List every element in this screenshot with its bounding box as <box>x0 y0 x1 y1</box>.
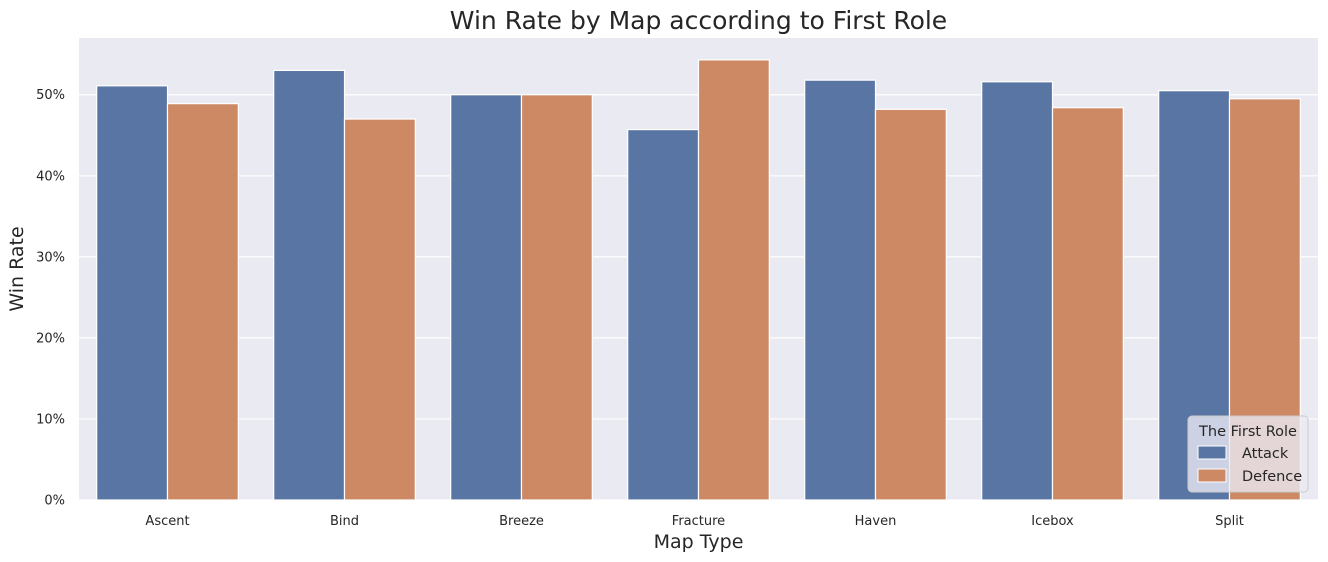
y-tick-label: 0% <box>44 494 65 509</box>
legend-title: The First Role <box>1198 424 1297 440</box>
y-tick-label: 40% <box>36 169 65 184</box>
legend-label-attack: Attack <box>1242 446 1289 462</box>
bar-attack-breeze <box>450 94 523 501</box>
bar-defence-icebox <box>1051 107 1124 501</box>
x-tick-label: Breeze <box>499 514 544 529</box>
y-tick-label: 10% <box>36 412 65 427</box>
x-tick-label: Fracture <box>672 514 725 529</box>
bar-defence-haven <box>874 108 947 501</box>
y-tick-labels: 0% 10% 20% 30% 40% 50% <box>36 88 65 508</box>
y-tick-label: 20% <box>36 331 65 346</box>
x-tick-label: Haven <box>855 514 897 529</box>
bar-attack-ascent <box>96 85 169 501</box>
bars <box>96 59 1301 501</box>
bar-attack-haven <box>804 79 877 501</box>
x-tick-label: Bind <box>330 514 359 529</box>
legend-label-defence: Defence <box>1242 469 1302 485</box>
x-axis-title: Map Type <box>654 531 744 553</box>
chart-title: Win Rate by Map according to First Role <box>450 6 947 35</box>
bar-defence-bind <box>343 118 416 501</box>
bar-attack-bind <box>273 69 346 501</box>
y-tick-label: 30% <box>36 250 65 265</box>
bar-defence-ascent <box>166 103 239 501</box>
legend-items: Attack Defence <box>1197 445 1302 485</box>
legend-swatch-attack <box>1197 445 1227 460</box>
y-tick-label: 50% <box>36 88 65 103</box>
x-tick-label: Split <box>1215 514 1244 529</box>
bar-defence-fracture <box>697 59 770 501</box>
bar-attack-icebox <box>981 81 1054 501</box>
x-tick-labels: Ascent Bind Breeze Fracture Haven Icebox Split <box>145 514 1243 529</box>
legend-swatch-defence <box>1197 468 1227 483</box>
bar-defence-breeze <box>520 94 593 501</box>
x-tick-label: Ascent <box>145 514 189 529</box>
x-tick-label: Icebox <box>1031 514 1074 529</box>
legend: The First Role Attack Defence <box>1187 415 1309 493</box>
y-axis-title: Win Rate <box>6 226 28 311</box>
bar-attack-fracture <box>627 128 700 501</box>
